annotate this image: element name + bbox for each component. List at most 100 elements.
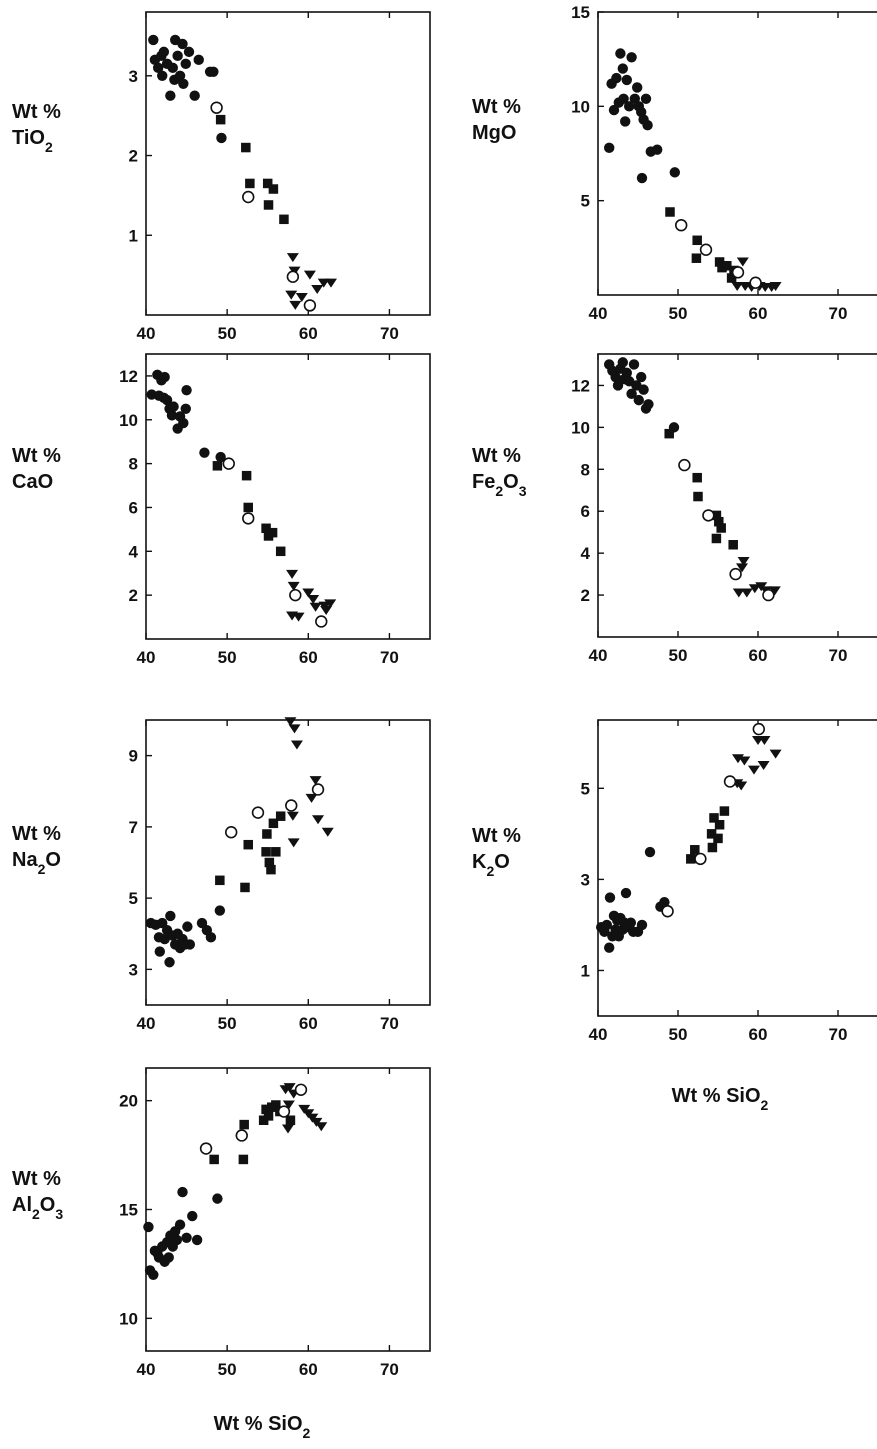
data-point-filled-circle: [632, 82, 643, 93]
data-point-open-circle: [694, 852, 707, 866]
x-tick-label: 60: [299, 324, 318, 343]
data-point-filled-square: [267, 527, 278, 538]
data-point-filled-circle: [620, 887, 632, 899]
y-axis-label-line2: Fe2O3: [472, 471, 527, 499]
data-point-filled-circle: [638, 384, 649, 395]
data-point-filled-circle: [199, 447, 210, 458]
data-point-filled-square: [215, 114, 226, 125]
data-point-filled-square: [271, 847, 281, 857]
data-point-filled-square: [717, 262, 727, 273]
y-tick-label: 10: [571, 418, 590, 437]
y-tick-label: 15: [119, 1201, 138, 1220]
data-point-filled-square: [271, 1100, 281, 1110]
y-axis-label-line2-part: MgO: [472, 122, 516, 144]
data-point-open-circle: [251, 806, 265, 819]
data-point-filled-square: [243, 839, 253, 850]
data-point-filled-triangle: [287, 581, 300, 591]
data-point-filled-circle: [621, 367, 632, 379]
x-tick-label: 70: [829, 304, 848, 323]
data-point-filled-square: [713, 833, 723, 844]
data-point-filled-triangle: [736, 563, 748, 573]
y-axis-label-line1: Wt %: [12, 1168, 61, 1190]
data-point-open-circle: [294, 1083, 308, 1096]
data-point-filled-square: [240, 882, 250, 893]
data-point-open-circle: [222, 457, 235, 470]
data-point-filled-circle: [161, 394, 173, 406]
x-axis-label-part: 2: [303, 1425, 311, 1441]
y-axis-label-line2: MgO: [472, 122, 516, 144]
data-point-filled-circle: [624, 101, 635, 112]
x-axis-label: Wt % SiO2: [672, 1085, 769, 1113]
data-point-filled-triangle: [758, 735, 771, 745]
data-point-filled-square: [275, 811, 286, 821]
y-axis-label-line2-part: Fe: [472, 471, 495, 493]
data-point-filled-circle: [643, 399, 654, 410]
data-point-filled-circle: [152, 62, 164, 74]
data-point-filled-circle: [189, 90, 200, 101]
x-tick-label: 70: [829, 646, 848, 665]
data-point-open-circle: [723, 775, 737, 788]
data-point-open-circle: [678, 458, 691, 472]
data-point-filled-triangle: [738, 756, 751, 766]
y-axis-label-line2-part: O: [503, 471, 519, 493]
data-point-filled-circle: [154, 946, 165, 957]
data-point-filled-triangle: [748, 584, 761, 594]
data-point-filled-triangle: [284, 717, 297, 727]
data-point-filled-circle: [626, 388, 637, 400]
y-axis-label-line2-part: 2: [486, 863, 494, 879]
data-point-filled-square: [268, 818, 279, 829]
data-point-filled-triangle: [311, 284, 324, 294]
data-points: [596, 722, 782, 953]
data-point-filled-circle: [182, 921, 193, 932]
data-point-filled-circle: [628, 359, 640, 370]
y-tick-label: 10: [571, 97, 590, 116]
data-points: [145, 717, 334, 968]
data-point-filled-circle: [168, 401, 179, 412]
data-point-filled-triangle: [295, 292, 308, 302]
data-point-filled-square: [279, 214, 289, 225]
data-point-filled-square: [264, 857, 275, 868]
plot-frame: [597, 353, 877, 638]
y-axis-label-line2-part: O: [40, 1194, 56, 1216]
data-point-filled-circle: [621, 74, 632, 86]
data-point-filled-circle: [167, 62, 178, 74]
data-point-filled-square: [261, 1104, 271, 1115]
y-tick-label: 1: [581, 961, 590, 980]
data-point-filled-square: [209, 1154, 219, 1165]
data-point-open-circle: [315, 615, 328, 628]
data-point-open-circle: [242, 190, 255, 204]
data-point-filled-circle: [174, 1219, 186, 1230]
data-point-open-circle: [242, 512, 255, 525]
data-point-filled-triangle: [305, 793, 318, 803]
data-point-filled-square: [686, 854, 696, 864]
data-point-filled-circle: [617, 63, 628, 74]
data-point-filled-circle: [174, 70, 186, 81]
data-point-filled-circle: [644, 846, 656, 858]
data-point-filled-triangle: [732, 588, 745, 598]
data-point-filled-triangle: [748, 765, 760, 775]
x-tick-label: 50: [218, 1014, 237, 1033]
data-point-filled-circle: [640, 93, 652, 104]
data-point-filled-triangle: [735, 781, 748, 791]
data-point-filled-square: [714, 257, 725, 267]
data-point-filled-circle: [208, 66, 219, 78]
y-axis-label-line2-part: 3: [519, 483, 527, 499]
y-tick-label: 4: [581, 544, 591, 563]
data-point-filled-circle: [642, 120, 653, 131]
data-point-filled-square: [693, 491, 703, 502]
y-axis-label-line2-part: Na: [12, 849, 38, 871]
data-point-filled-circle: [171, 1234, 183, 1246]
data-point-filled-square: [262, 829, 272, 839]
x-tick-label: 60: [749, 1025, 768, 1044]
data-point-filled-circle: [652, 144, 663, 155]
data-point-open-circle: [762, 588, 775, 602]
y-axis-label-line2: TiO2: [12, 127, 53, 155]
data-point-filled-square: [690, 845, 700, 855]
data-point-filled-square: [243, 502, 253, 513]
data-point-filled-triangle: [282, 1124, 294, 1134]
y-tick-label: 6: [129, 498, 138, 517]
data-point-filled-triangle: [287, 838, 300, 848]
data-point-open-circle: [286, 270, 300, 283]
data-point-filled-circle: [604, 892, 616, 903]
